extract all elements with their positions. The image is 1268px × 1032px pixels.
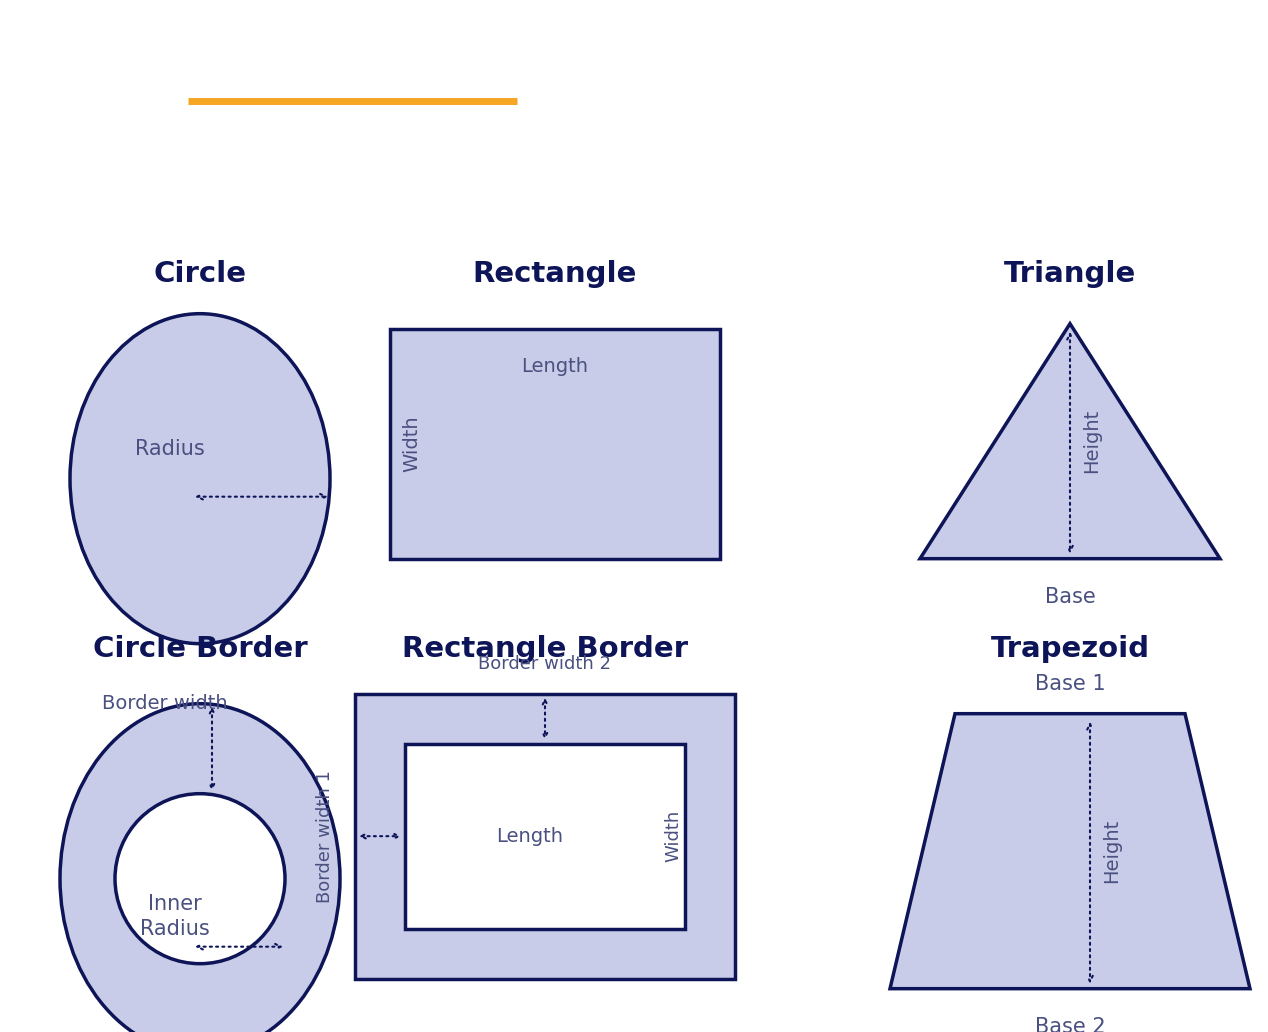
Text: Height: Height	[1102, 819, 1121, 883]
Text: Border width 1: Border width 1	[316, 770, 333, 903]
Text: Measurements for calculating area: Measurements for calculating area	[169, 34, 1099, 79]
Text: Radius: Radius	[141, 918, 210, 939]
Text: Circle: Circle	[153, 260, 246, 288]
Text: Circle Border: Circle Border	[93, 635, 307, 663]
Text: Width: Width	[402, 415, 421, 472]
Text: Triangle: Triangle	[1004, 260, 1136, 288]
Text: Border width 2: Border width 2	[478, 654, 611, 673]
Polygon shape	[921, 324, 1220, 558]
Text: Border width: Border width	[103, 695, 228, 713]
Bar	[355, 694, 735, 978]
Bar	[404, 744, 685, 929]
Text: Length: Length	[497, 827, 563, 845]
Text: Rectangle Border: Rectangle Border	[402, 635, 689, 663]
Text: Base 1: Base 1	[1035, 674, 1106, 694]
Ellipse shape	[60, 704, 340, 1032]
Ellipse shape	[115, 794, 285, 964]
Ellipse shape	[70, 314, 330, 644]
Text: Radius: Radius	[136, 439, 205, 458]
Text: Width: Width	[664, 810, 682, 863]
Text: Length: Length	[521, 357, 588, 377]
Bar	[391, 328, 720, 558]
Polygon shape	[890, 714, 1250, 989]
Text: Base 2: Base 2	[1035, 1017, 1106, 1032]
Text: Rectangle: Rectangle	[473, 260, 638, 288]
Text: Base: Base	[1045, 586, 1096, 607]
Text: Trapezoid: Trapezoid	[990, 635, 1150, 663]
Text: Height: Height	[1083, 409, 1102, 474]
Text: Inner: Inner	[148, 894, 202, 913]
